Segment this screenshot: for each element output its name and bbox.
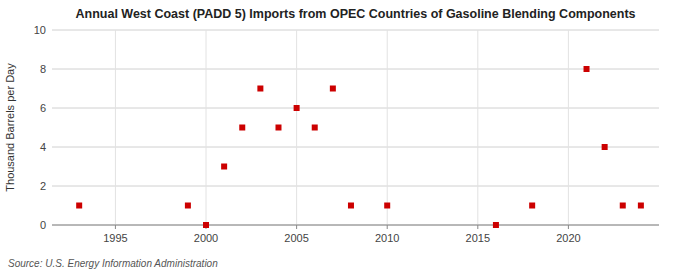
x-tick-label: 2005	[284, 232, 308, 244]
point	[185, 203, 191, 209]
y-tick-label: 8	[40, 63, 46, 75]
point	[76, 203, 82, 209]
y-tick-label: 4	[40, 141, 46, 153]
point	[221, 164, 227, 170]
x-tick-label: 1995	[103, 232, 127, 244]
x-tick	[115, 225, 116, 229]
x-tick-label: 2020	[556, 232, 580, 244]
point	[312, 125, 318, 131]
x-grid-line	[115, 30, 116, 225]
y-tick-label: 0	[40, 219, 46, 231]
point	[529, 203, 535, 209]
points	[76, 66, 644, 228]
y-axis-label: Thousand Barrels per Day	[4, 63, 16, 192]
point	[620, 203, 626, 209]
point	[330, 86, 336, 92]
x-grid-line	[568, 30, 569, 225]
x-axis-line	[52, 225, 659, 226]
point	[384, 203, 390, 209]
point	[294, 105, 300, 111]
x-tick-label: 2010	[375, 232, 399, 244]
title: Annual West Coast (PADD 5) Imports from …	[76, 7, 636, 21]
x-tick	[568, 225, 569, 229]
x-tick	[296, 225, 297, 229]
x-grid-line	[296, 30, 297, 225]
point	[257, 86, 263, 92]
y-tick-label: 2	[40, 180, 46, 192]
x-grid-line	[206, 30, 207, 225]
y-tick-label: 10	[34, 24, 46, 36]
x-tick	[477, 225, 478, 229]
y-tick-label: 6	[40, 102, 46, 114]
axes: 0 2 4 6 8 10 1995 2000 2005 2010 2015 2020	[34, 24, 659, 244]
y-grid-line	[52, 225, 659, 226]
point	[602, 144, 608, 150]
point	[584, 66, 590, 72]
x-grid-line	[387, 30, 388, 225]
source-note: Source: U.S. Energy Information Administ…	[8, 258, 218, 269]
x-grid-line	[477, 30, 478, 225]
point	[638, 203, 644, 209]
x-tick-label: 2015	[466, 232, 490, 244]
point	[203, 222, 209, 228]
chart: Annual West Coast (PADD 5) Imports from …	[0, 0, 675, 275]
grid	[52, 30, 659, 225]
point	[348, 203, 354, 209]
point	[493, 222, 499, 228]
point	[275, 125, 281, 131]
x-tick-label: 2000	[194, 232, 218, 244]
x-tick	[387, 225, 388, 229]
point	[239, 125, 245, 131]
